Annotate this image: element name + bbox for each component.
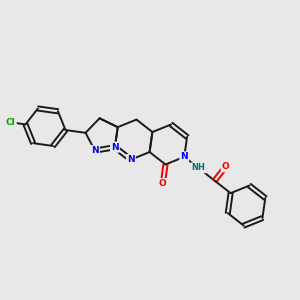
Text: Cl: Cl	[6, 118, 16, 127]
Text: N: N	[91, 146, 99, 155]
Text: O: O	[159, 179, 167, 188]
Text: N: N	[180, 152, 188, 161]
Text: O: O	[222, 162, 230, 171]
Text: N: N	[111, 143, 119, 152]
Text: NH: NH	[191, 164, 205, 172]
Text: N: N	[127, 155, 135, 164]
